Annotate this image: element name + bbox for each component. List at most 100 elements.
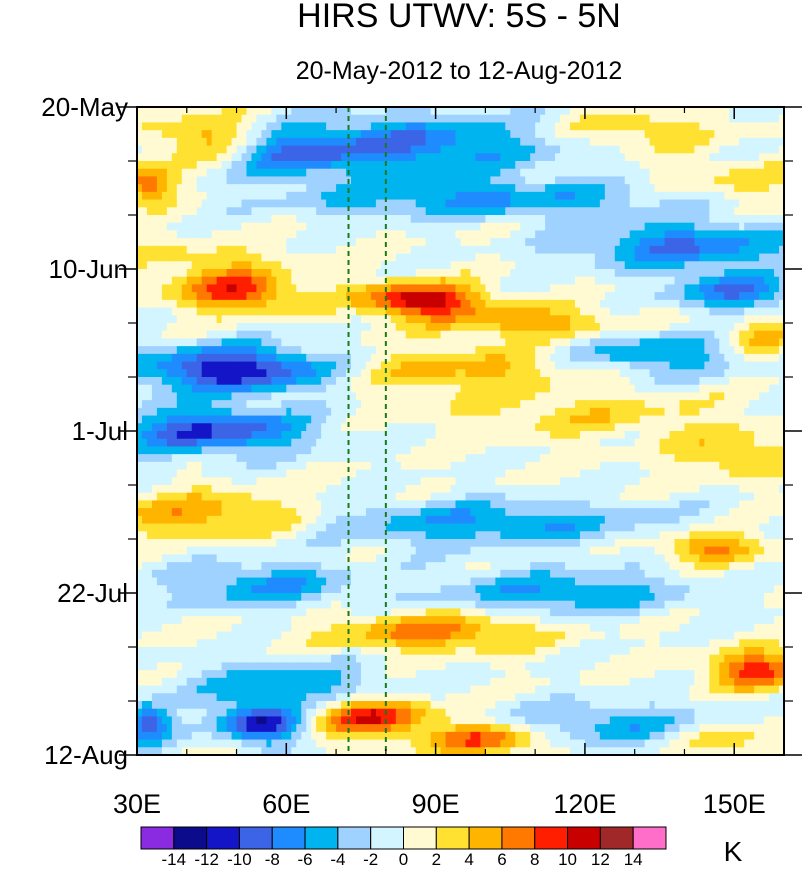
heatmap-cell (480, 161, 486, 170)
heatmap-cell (355, 114, 362, 123)
heatmap-cell (251, 384, 257, 393)
heatmap-cell (649, 284, 655, 293)
heatmap-cell (470, 153, 476, 162)
heatmap-cell (684, 245, 690, 254)
heatmap-cell (515, 238, 521, 247)
heatmap-cell (276, 307, 282, 316)
heatmap-cell (440, 230, 446, 239)
heatmap-cell (495, 369, 501, 378)
heatmap-cell (311, 400, 317, 409)
heatmap-cell (355, 353, 362, 362)
heatmap-cell (331, 330, 337, 339)
heatmap-cell (176, 346, 183, 355)
heatmap-cell (256, 353, 262, 362)
heatmap-cell (326, 137, 332, 146)
heatmap-cell (425, 299, 432, 308)
heatmap-cell (659, 269, 665, 278)
heatmap-cell (749, 276, 755, 285)
heatmap-cell (609, 330, 616, 339)
heatmap-cell (500, 122, 506, 131)
heatmap-cell (241, 346, 247, 355)
heatmap-cell (619, 207, 626, 216)
heatmap-cell (589, 261, 596, 270)
heatmap-cell (246, 222, 252, 231)
heatmap-cell (226, 230, 232, 239)
heatmap-cell (455, 222, 461, 231)
heatmap-cell (540, 145, 546, 154)
heatmap-cell (709, 153, 715, 162)
heatmap-cell (550, 176, 556, 185)
heatmap-cell (490, 330, 496, 339)
heatmap-cell (311, 145, 317, 154)
heatmap-cell (754, 292, 760, 301)
heatmap-cell (430, 369, 437, 378)
heatmap-cell (256, 284, 262, 293)
heatmap-cell (146, 184, 153, 193)
heatmap-cell (520, 253, 526, 262)
heatmap-cell (405, 346, 412, 355)
heatmap-cell (649, 184, 655, 193)
heatmap-cell (291, 269, 297, 278)
heatmap-cell (545, 215, 551, 224)
heatmap-cell (569, 330, 576, 339)
heatmap-cell (137, 176, 143, 185)
heatmap-cell (540, 191, 546, 200)
heatmap-cell (211, 230, 218, 239)
heatmap-cell (355, 191, 362, 200)
heatmap-cell (779, 369, 785, 378)
heatmap-cell (236, 284, 242, 293)
heatmap-cell (405, 145, 412, 154)
heatmap-cell (714, 361, 720, 370)
heatmap-cell (360, 122, 367, 131)
heatmap-cell (545, 338, 551, 347)
heatmap-cell (704, 377, 710, 386)
heatmap-cell (520, 207, 526, 216)
heatmap-cell (415, 161, 422, 170)
heatmap-cell (385, 137, 392, 146)
heatmap-cell (410, 153, 417, 162)
heatmap-cell (321, 145, 327, 154)
heatmap-cell (565, 377, 571, 386)
heatmap-cell (769, 377, 775, 386)
heatmap-cell (365, 377, 372, 386)
heatmap-cell (729, 261, 735, 270)
heatmap-cell (540, 299, 546, 308)
heatmap-cell (286, 400, 292, 409)
heatmap-cell (276, 230, 282, 239)
heatmap-cell (251, 176, 257, 185)
heatmap-cell (460, 145, 466, 154)
heatmap-cell (176, 392, 183, 401)
heatmap-cell (141, 114, 148, 123)
heatmap-cell (754, 369, 760, 378)
heatmap-cell (604, 168, 611, 177)
heatmap-cell (495, 245, 501, 254)
heatmap-cell (535, 315, 541, 324)
heatmap-cell (271, 215, 277, 224)
heatmap-cell (540, 269, 546, 278)
heatmap-cell (216, 191, 223, 200)
heatmap-cell (550, 346, 556, 355)
heatmap-cell (291, 292, 297, 301)
heatmap-cell (281, 107, 287, 116)
heatmap-cell (520, 222, 526, 231)
heatmap-cell (351, 145, 357, 154)
heatmap-cell (196, 215, 203, 224)
heatmap-cell (445, 377, 451, 386)
heatmap-cell (729, 122, 735, 131)
heatmap-cell (435, 269, 441, 278)
heatmap-cell (385, 176, 392, 185)
heatmap-cell (550, 338, 556, 347)
heatmap-cell (510, 346, 516, 355)
heatmap-cell (619, 168, 626, 177)
heatmap-cell (360, 130, 367, 139)
heatmap-cell (326, 353, 332, 362)
heatmap-cell (370, 114, 377, 123)
heatmap-cell (370, 284, 377, 293)
heatmap-cell (500, 191, 506, 200)
heatmap-cell (619, 161, 626, 170)
heatmap-cell (779, 153, 785, 162)
heatmap-cell (236, 176, 242, 185)
heatmap-cell (579, 107, 586, 116)
heatmap-cell (684, 284, 690, 293)
heatmap-cell (316, 361, 322, 370)
